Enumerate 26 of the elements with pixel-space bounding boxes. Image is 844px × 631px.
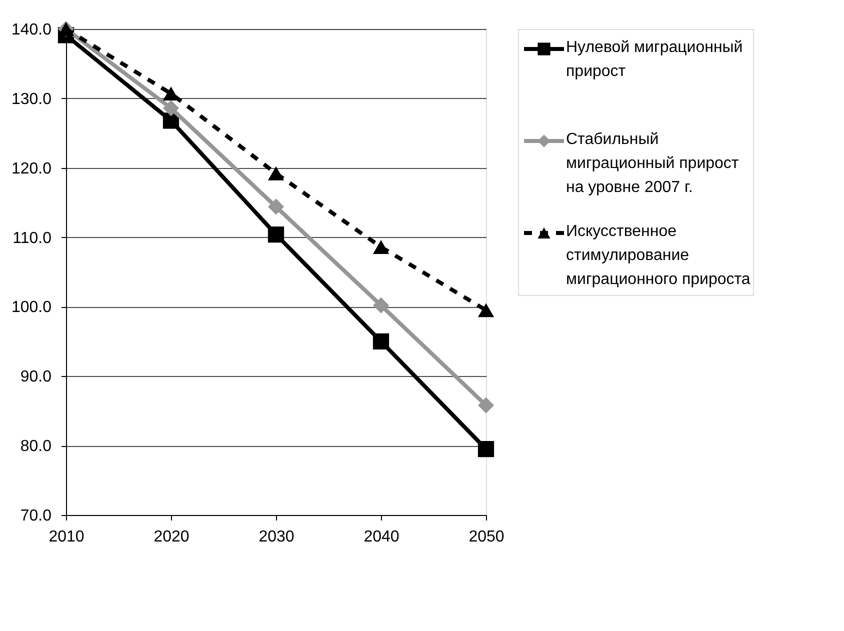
y-tick-label: 80.0 (20, 438, 52, 456)
point (268, 166, 284, 180)
y-tick-label: 140.0 (11, 22, 52, 38)
legend-label: Искусственное стимулирование миграционного прироста (566, 223, 750, 288)
point (478, 303, 494, 318)
point (478, 440, 494, 458)
y-tick-label: 130.0 (11, 90, 52, 108)
legend-label: Стабильный миграционный прирост на уровне 2007 г. (566, 131, 740, 196)
point (372, 240, 390, 254)
y-tick-label: 90.0 (20, 368, 52, 386)
point (372, 297, 390, 314)
y-tick-label: 110.0 (12, 230, 52, 247)
point (478, 397, 494, 414)
x-tick-label: 2040 (364, 528, 400, 546)
x-tick-label: 2020 (154, 528, 190, 546)
y-tick-label: 120.0 (11, 160, 52, 178)
point (372, 333, 390, 350)
legend-label: Нулевой миграционный прирост (566, 39, 743, 80)
x-tick-label: 2010 (48, 528, 84, 546)
y-tick-label: 70.0 (20, 508, 52, 524)
x-tick-label: 2030 (258, 528, 294, 546)
point (162, 100, 180, 116)
y-tick-label: 100.0 (11, 299, 52, 316)
point (268, 226, 284, 243)
point (268, 198, 284, 215)
x-tick-label: 2050 (468, 528, 504, 546)
